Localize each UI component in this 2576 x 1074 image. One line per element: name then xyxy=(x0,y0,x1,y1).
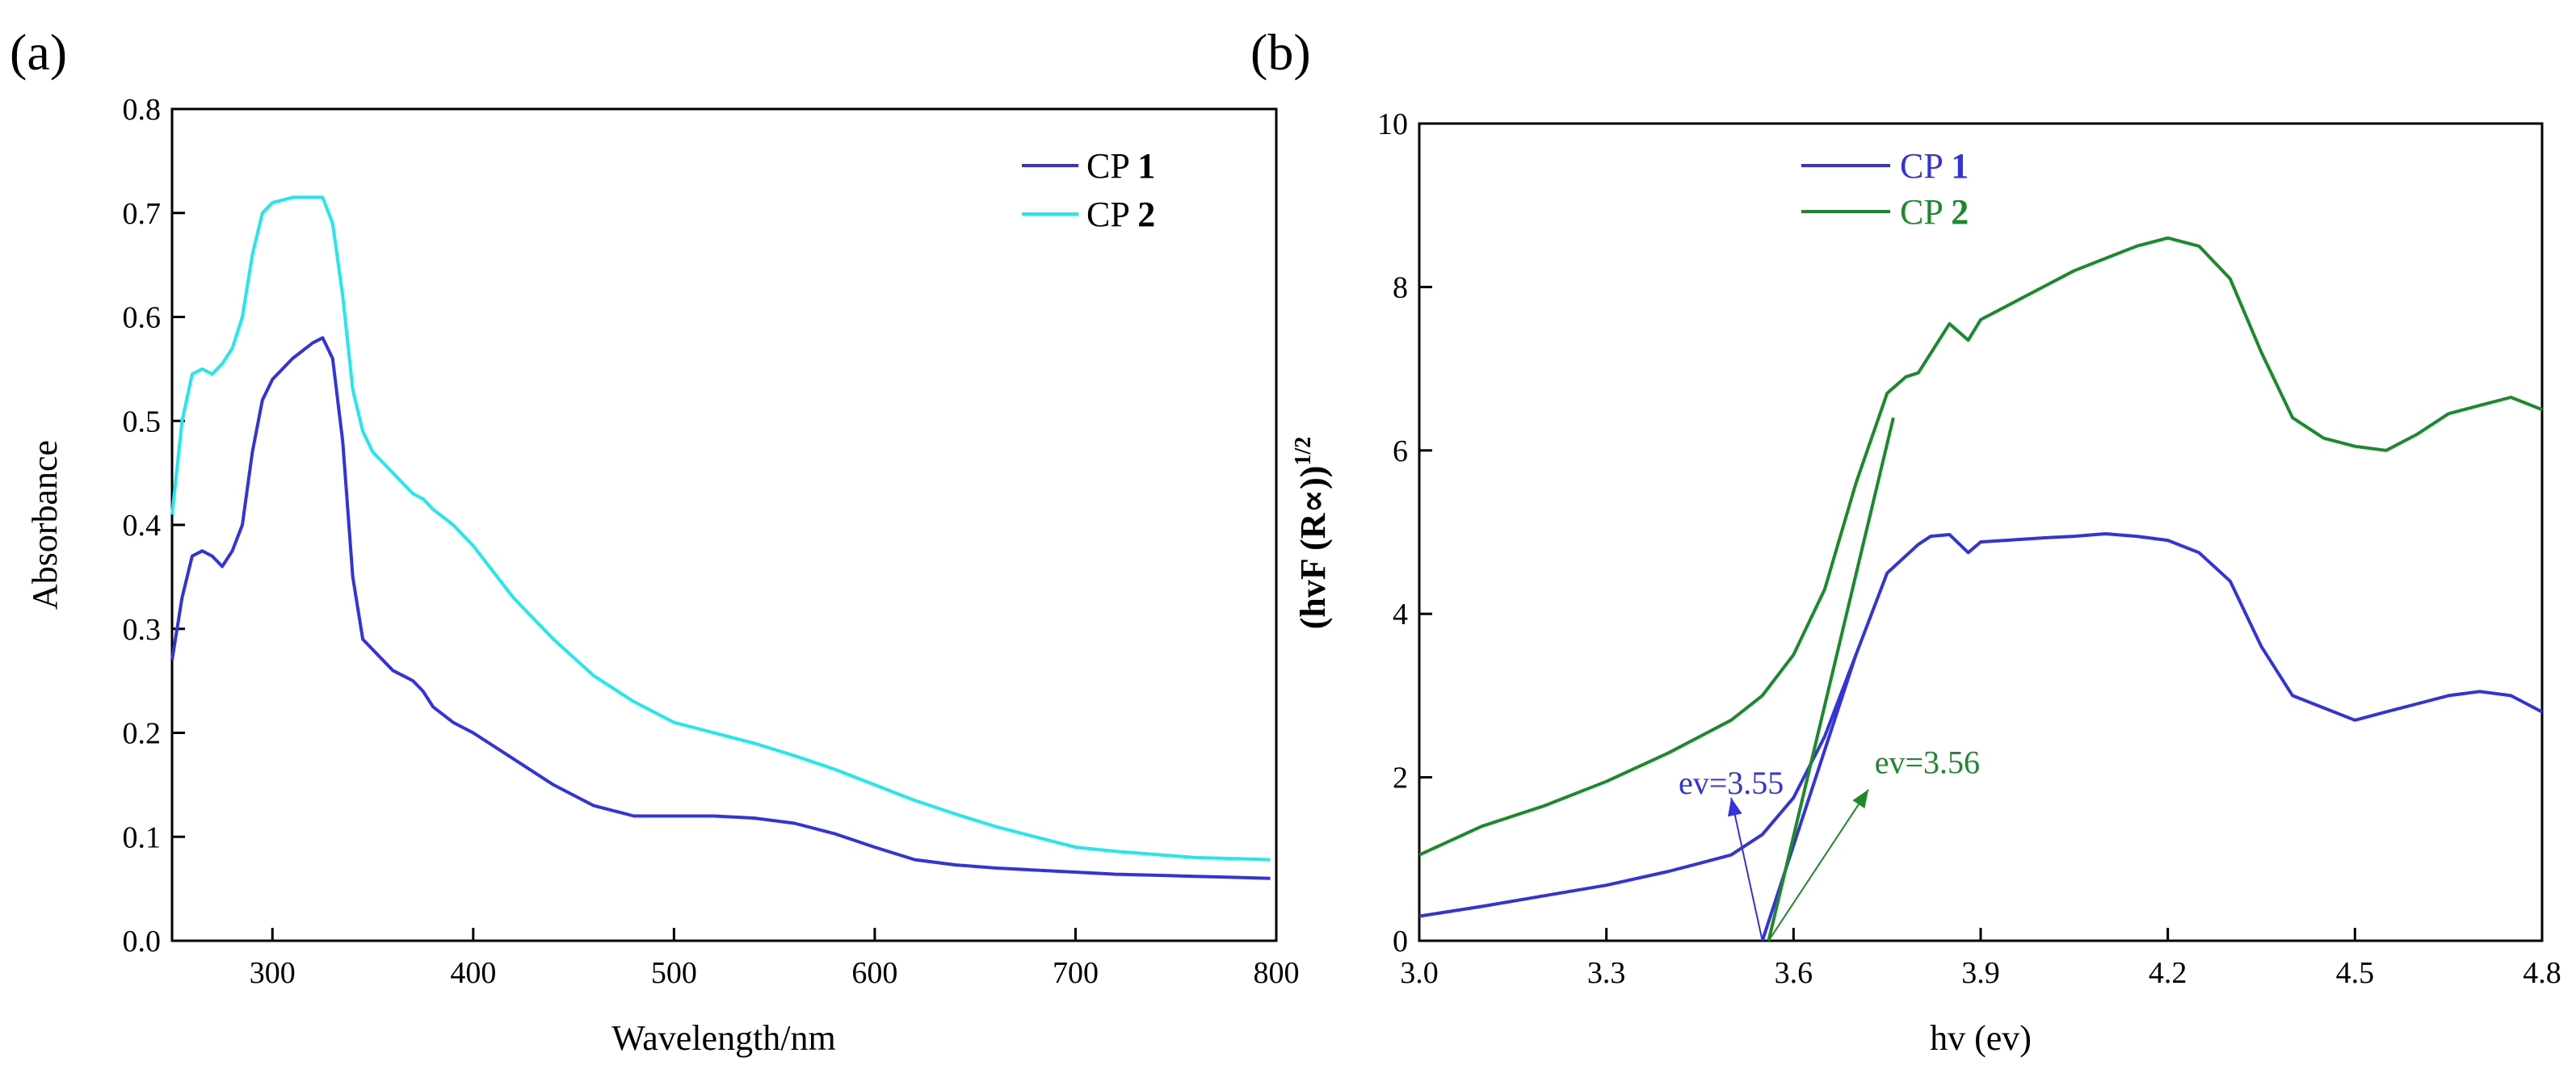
panel-label-a: (a) xyxy=(10,23,67,81)
y-axis-title-b-main: (hvF (R∝)) xyxy=(1293,466,1333,630)
y-tick-label-b: 8 xyxy=(1393,271,1408,304)
tangent-line-2 xyxy=(1767,417,1895,942)
y-tick-label-a: 0.2 xyxy=(123,717,162,751)
series-line-b-cp1 xyxy=(1418,532,2543,918)
y-axis-b: 0 2 4 6 8 10 xyxy=(1377,107,1432,959)
x-tick-label-b: 4.2 xyxy=(2149,956,2187,990)
annotation-label-1: ev=3.55 xyxy=(1679,765,1784,801)
series-group-a xyxy=(170,195,1271,880)
legend-label-b-cp1: CP 1 xyxy=(1900,146,1969,186)
x-tick-label-b: 3.0 xyxy=(1400,956,1439,990)
x-tick-label-b: 4.8 xyxy=(2523,956,2561,990)
y-tick-label-a: 0.3 xyxy=(123,613,162,647)
panel-label-b: (b) xyxy=(1250,23,1311,81)
annotation-arrow-1 xyxy=(1730,797,1763,942)
y-tick-label-a: 0.6 xyxy=(123,301,162,335)
y-axis-a: 0.0 0.1 0.2 0.3 0.4 0.5 0.6 0.7 0.8 xyxy=(123,93,185,959)
annotation-arrowhead-2 xyxy=(1852,789,1868,809)
x-tick-label-b: 3.6 xyxy=(1775,956,1813,990)
x-axis-title-a: Wavelength/nm xyxy=(611,1018,836,1058)
y-tick-label-a: 0.0 xyxy=(123,925,162,959)
tangent-line-1 xyxy=(1760,654,1858,942)
series-line-a-cp2 xyxy=(170,195,1271,862)
y-tick-label-b: 2 xyxy=(1393,761,1408,795)
x-tick-label-a: 300 xyxy=(250,956,296,990)
annotation-arrow-2 xyxy=(1767,789,1869,942)
y-tick-label-a: 0.8 xyxy=(123,93,162,127)
series-group-b xyxy=(1418,236,2543,918)
legend-a: CP 1 CP 2 xyxy=(1022,146,1155,234)
x-tick-label-b: 4.5 xyxy=(2336,956,2375,990)
legend-label-b-cp2: CP 2 xyxy=(1900,192,1969,232)
y-tick-label-b: 6 xyxy=(1393,434,1408,468)
legend-label-a-cp1: CP 1 xyxy=(1086,146,1155,186)
annotation-arrowhead-1 xyxy=(1728,797,1742,817)
tangent-lines-b xyxy=(1760,417,1895,942)
y-tick-label-b: 4 xyxy=(1393,598,1408,631)
legend-b: CP 1 CP 2 xyxy=(1801,146,1969,232)
x-axis-a: 300 400 500 600 700 800 xyxy=(250,928,1300,990)
y-axis-title-b-sup: 1/2 xyxy=(1291,437,1316,466)
legend-label-a-cp2: CP 2 xyxy=(1086,195,1155,234)
y-tick-label-b: 0 xyxy=(1393,925,1408,959)
y-axis-title-b: (hvF (R∝))1/2 xyxy=(1291,437,1333,629)
x-tick-label-a: 600 xyxy=(851,956,897,990)
chart-b: (b) 0 2 4 6 8 10 3.0 3.3 3.6 3.9 4.2 4.5 4.8 ev=3.5… xyxy=(1250,23,2561,1058)
y-tick-label-a: 0.4 xyxy=(123,509,162,543)
x-axis-b: 3.0 3.3 3.6 3.9 4.2 4.5 4.8 xyxy=(1400,928,2561,990)
x-tick-label-a: 500 xyxy=(651,956,697,990)
x-tick-label-a: 700 xyxy=(1053,956,1099,990)
x-tick-label-b: 3.3 xyxy=(1587,956,1626,990)
y-axis-title-a: Absorbance xyxy=(25,440,65,610)
x-tick-label-a: 800 xyxy=(1254,956,1300,990)
chart-a: (a) 0.0 0.1 0.2 0.3 0.4 0.5 0.6 0.7 0.8 300 400 50… xyxy=(10,23,1300,1058)
annotations-b: ev=3.55 ev=3.56 xyxy=(1679,745,1980,942)
series-line-b-cp2 xyxy=(1418,236,2543,857)
y-tick-label-a: 0.7 xyxy=(123,197,162,231)
x-axis-title-b: hv (ev) xyxy=(1930,1018,2032,1058)
plot-frame-b xyxy=(1418,122,2544,942)
series-line-a-cp1 xyxy=(170,336,1271,880)
y-tick-label-a: 0.5 xyxy=(123,405,162,438)
y-tick-label-a: 0.1 xyxy=(123,820,162,854)
x-tick-label-b: 3.9 xyxy=(1961,956,2000,990)
annotation-label-2: ev=3.56 xyxy=(1875,745,1980,781)
y-tick-label-b: 10 xyxy=(1377,107,1408,141)
x-tick-label-a: 400 xyxy=(450,956,496,990)
